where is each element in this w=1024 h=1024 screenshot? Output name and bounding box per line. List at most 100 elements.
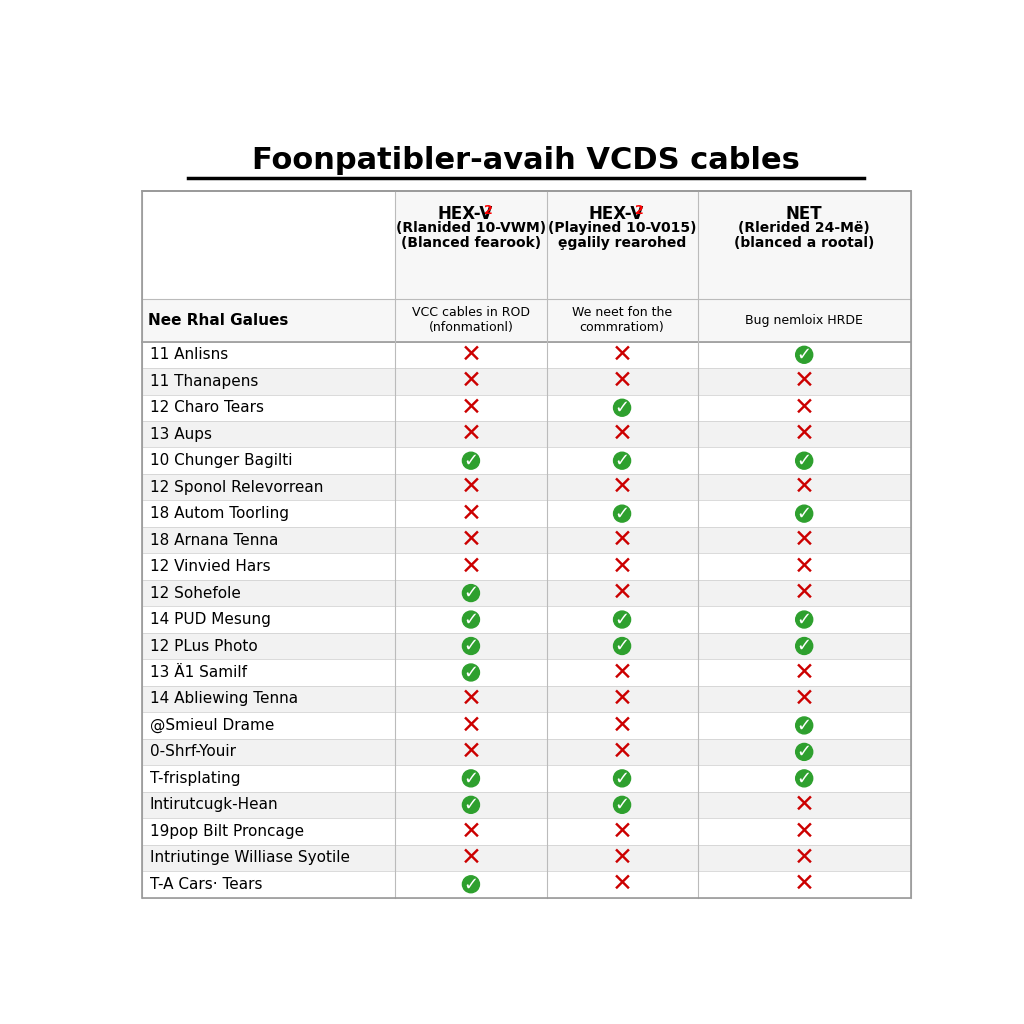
Circle shape bbox=[796, 346, 813, 364]
Bar bbox=[142, 421, 910, 447]
Bar bbox=[142, 792, 910, 818]
Text: 14 Abliewing Tenna: 14 Abliewing Tenna bbox=[150, 691, 298, 707]
Text: ✓: ✓ bbox=[614, 505, 630, 522]
Text: Foonpatibler-avaih VCDS cables: Foonpatibler-avaih VCDS cables bbox=[252, 146, 801, 175]
Text: ✕: ✕ bbox=[611, 343, 633, 367]
Text: VCC cables in ROD
(nfonmationl): VCC cables in ROD (nfonmationl) bbox=[412, 306, 530, 335]
Text: ✕: ✕ bbox=[461, 502, 481, 525]
Bar bbox=[142, 553, 910, 580]
Text: ✕: ✕ bbox=[461, 475, 481, 499]
Text: ✕: ✕ bbox=[794, 555, 815, 579]
Text: ✓: ✓ bbox=[614, 637, 630, 655]
Text: ✕: ✕ bbox=[794, 422, 815, 446]
Text: Nee Rhal Galues: Nee Rhal Galues bbox=[148, 313, 289, 328]
Text: ✓: ✓ bbox=[797, 505, 812, 522]
Text: ✓: ✓ bbox=[614, 796, 630, 814]
Text: ✓: ✓ bbox=[614, 769, 630, 787]
Text: ✓: ✓ bbox=[464, 796, 478, 814]
Text: ✕: ✕ bbox=[794, 660, 815, 684]
Text: ✓: ✓ bbox=[797, 742, 812, 761]
Text: ✕: ✕ bbox=[611, 528, 633, 552]
Circle shape bbox=[463, 664, 479, 681]
Text: ✕: ✕ bbox=[461, 740, 481, 764]
Text: ✕: ✕ bbox=[794, 793, 815, 817]
Text: ✓: ✓ bbox=[464, 610, 478, 629]
Text: ✕: ✕ bbox=[794, 846, 815, 869]
Circle shape bbox=[796, 453, 813, 469]
Circle shape bbox=[613, 797, 631, 813]
Text: ✓: ✓ bbox=[797, 717, 812, 734]
Circle shape bbox=[463, 585, 479, 601]
Text: HEX-V: HEX-V bbox=[588, 205, 643, 223]
Bar bbox=[142, 845, 910, 871]
Text: ✕: ✕ bbox=[611, 422, 633, 446]
Text: ✕: ✕ bbox=[461, 370, 481, 393]
Text: ✓: ✓ bbox=[464, 637, 478, 655]
Text: Intirutcugk-Hean: Intirutcugk-Hean bbox=[150, 798, 279, 812]
Bar bbox=[142, 394, 910, 421]
Text: 11 Anlisns: 11 Anlisns bbox=[150, 347, 228, 362]
Bar bbox=[142, 871, 910, 897]
Text: 19pop Bilt Proncage: 19pop Bilt Proncage bbox=[150, 824, 304, 839]
Text: T-frisplating: T-frisplating bbox=[150, 771, 241, 785]
Text: ✕: ✕ bbox=[611, 819, 633, 844]
Bar bbox=[142, 368, 910, 394]
Bar bbox=[142, 712, 910, 738]
Text: ✕: ✕ bbox=[611, 581, 633, 605]
Circle shape bbox=[796, 611, 813, 628]
Text: ✕: ✕ bbox=[611, 475, 633, 499]
Circle shape bbox=[613, 505, 631, 522]
Text: NET: NET bbox=[785, 205, 822, 223]
Circle shape bbox=[463, 611, 479, 628]
Text: ✓: ✓ bbox=[797, 346, 812, 364]
Text: ✓: ✓ bbox=[797, 452, 812, 470]
Bar bbox=[142, 633, 910, 659]
Text: ✕: ✕ bbox=[611, 660, 633, 684]
Text: 0-Shrf-Youir: 0-Shrf-Youir bbox=[150, 744, 236, 760]
Circle shape bbox=[796, 638, 813, 654]
Bar bbox=[142, 659, 910, 686]
Text: 12 Charo Tears: 12 Charo Tears bbox=[150, 400, 264, 416]
Text: ✕: ✕ bbox=[611, 370, 633, 393]
Text: 2: 2 bbox=[483, 204, 493, 217]
Text: 12 Sponol Relevorrean: 12 Sponol Relevorrean bbox=[150, 479, 324, 495]
Bar bbox=[142, 474, 910, 501]
Bar bbox=[142, 501, 910, 527]
Bar bbox=[142, 342, 910, 368]
Bar bbox=[142, 738, 910, 765]
Bar bbox=[142, 580, 910, 606]
Text: ✕: ✕ bbox=[611, 687, 633, 711]
Bar bbox=[142, 191, 910, 897]
Text: ✕: ✕ bbox=[794, 475, 815, 499]
Circle shape bbox=[463, 770, 479, 786]
Circle shape bbox=[613, 453, 631, 469]
Text: ✓: ✓ bbox=[797, 769, 812, 787]
Text: T-A Cars· Tears: T-A Cars· Tears bbox=[150, 877, 262, 892]
Text: ✓: ✓ bbox=[614, 398, 630, 417]
Text: ✕: ✕ bbox=[794, 395, 815, 420]
Text: ✓: ✓ bbox=[464, 584, 478, 602]
Text: @Smieul Drame: @Smieul Drame bbox=[150, 718, 274, 733]
Text: 18 Arnana Tenna: 18 Arnana Tenna bbox=[150, 532, 279, 548]
Text: ✓: ✓ bbox=[614, 610, 630, 629]
Circle shape bbox=[463, 876, 479, 893]
Text: ✓: ✓ bbox=[614, 452, 630, 470]
Text: ✓: ✓ bbox=[797, 637, 812, 655]
Circle shape bbox=[613, 611, 631, 628]
Text: ✕: ✕ bbox=[461, 687, 481, 711]
Circle shape bbox=[463, 453, 479, 469]
Text: ✕: ✕ bbox=[461, 714, 481, 737]
Bar bbox=[142, 765, 910, 792]
Text: 13 Aups: 13 Aups bbox=[150, 427, 212, 441]
Bar bbox=[142, 527, 910, 553]
Bar bbox=[142, 447, 910, 474]
Text: ȩgalily rearohed: ȩgalily rearohed bbox=[558, 237, 686, 250]
Text: ✕: ✕ bbox=[461, 846, 481, 869]
Text: 12 PLus Photo: 12 PLus Photo bbox=[150, 639, 257, 653]
Text: 13 Ä1 Samilf: 13 Ä1 Samilf bbox=[150, 665, 247, 680]
Bar bbox=[142, 299, 910, 342]
Text: ✕: ✕ bbox=[461, 555, 481, 579]
Bar bbox=[142, 818, 910, 845]
Circle shape bbox=[613, 638, 631, 654]
Text: (Playined 10-V015): (Playined 10-V015) bbox=[548, 220, 696, 234]
